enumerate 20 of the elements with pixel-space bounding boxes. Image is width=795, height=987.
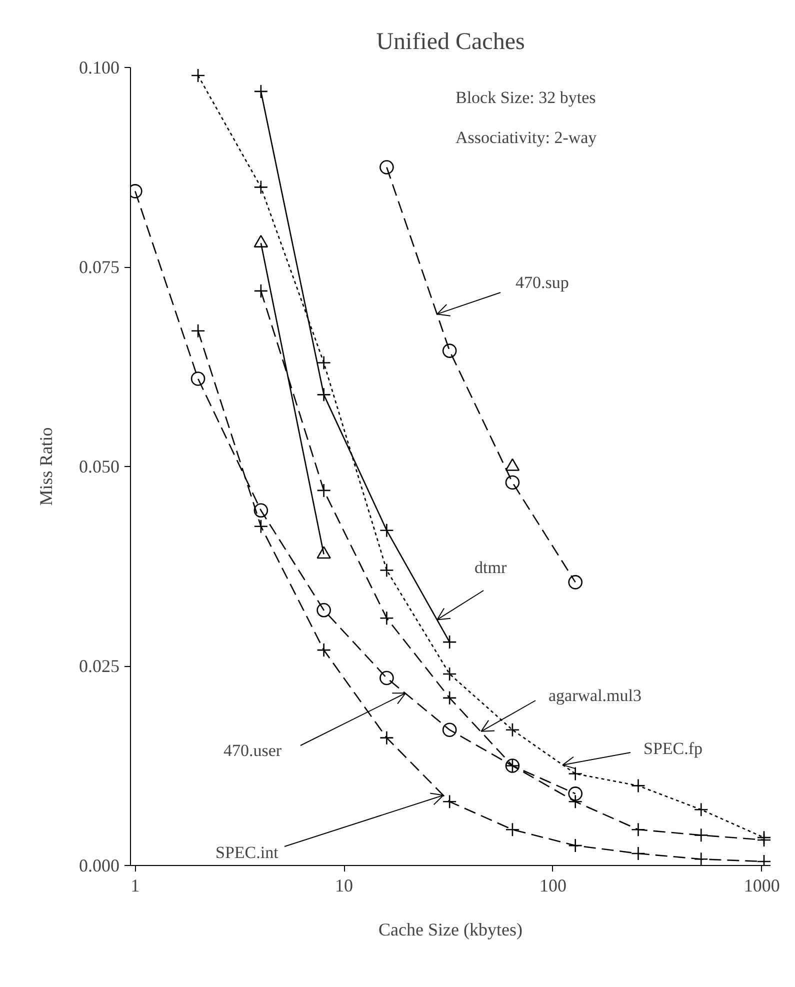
annotation: 470.sup bbox=[516, 273, 569, 292]
x-tick-label: 1000 bbox=[744, 876, 780, 896]
annotation: SPEC.int bbox=[216, 843, 279, 862]
x-tick-label: 10 bbox=[335, 876, 354, 896]
y-tick-label: 0.025 bbox=[79, 656, 120, 676]
chart-title: Unified Caches bbox=[376, 29, 525, 55]
y-axis-title: Miss Ratio bbox=[36, 427, 56, 506]
x-tick-label: 100 bbox=[539, 876, 566, 896]
x-tick-label: 1 bbox=[130, 876, 140, 896]
y-tick-label: 0.000 bbox=[79, 856, 120, 876]
annotation: SPEC.fp bbox=[644, 739, 703, 758]
y-tick-label: 0.075 bbox=[79, 257, 120, 277]
y-tick-label: 0.100 bbox=[79, 58, 120, 78]
y-tick-label: 0.050 bbox=[79, 456, 120, 476]
annotation: Block Size: 32 bytes bbox=[456, 88, 596, 107]
annotation: dtmr bbox=[474, 558, 507, 577]
annotation: 470.user bbox=[224, 741, 282, 760]
annotation: agarwal.mul3 bbox=[548, 686, 642, 705]
annotation: Associativity: 2-way bbox=[456, 128, 598, 147]
x-axis-title: Cache Size (kbytes) bbox=[378, 920, 522, 940]
